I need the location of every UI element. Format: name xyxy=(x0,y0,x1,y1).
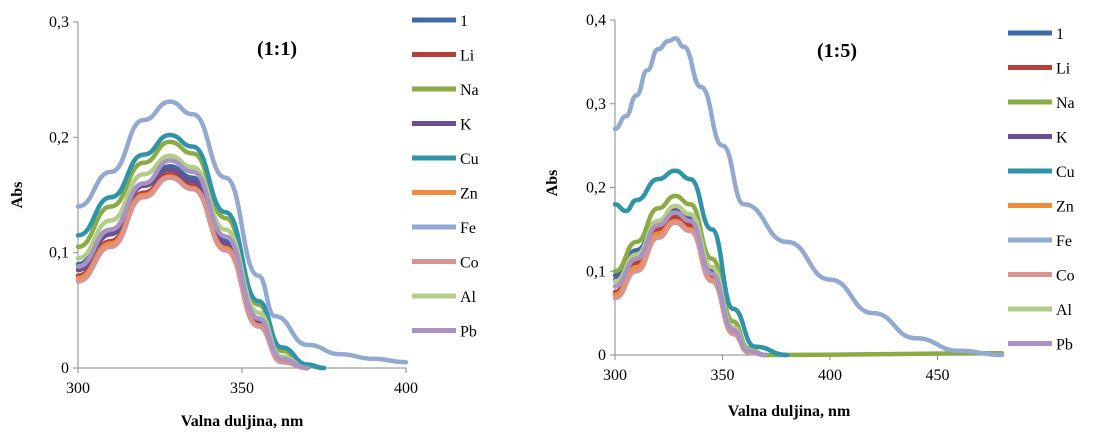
x-tick-label: 350 xyxy=(230,380,254,397)
series-line-fe xyxy=(75,99,409,365)
x-axis-title: Valna duljina, nm xyxy=(181,413,304,430)
chart-annotation: (1:1) xyxy=(257,38,297,60)
legend-label: Li xyxy=(1056,61,1071,78)
x-tick-label: 300 xyxy=(603,367,627,384)
tick-layer: 300 350 400 450 0 0,1 0,2 0,3 0,4 xyxy=(586,12,950,384)
legend-label: Al xyxy=(1056,302,1073,319)
x-tick-label: 450 xyxy=(926,367,950,384)
legend-label: Na xyxy=(1056,95,1075,112)
legend-label: Co xyxy=(1056,268,1075,285)
legend-label: 1 xyxy=(460,13,468,30)
series-line-fe xyxy=(612,36,1005,358)
y-tick-label: 0,3 xyxy=(49,14,69,31)
series-line-cu xyxy=(612,168,790,358)
series-line-pb xyxy=(612,210,768,358)
x-tick-label: 400 xyxy=(818,367,842,384)
legend-label: Zn xyxy=(460,186,478,203)
y-axis-title: Abs xyxy=(544,170,561,197)
x-tick-label: 300 xyxy=(66,380,90,397)
tick-layer: 300 350 400 0 0,1 0,2 0,3 xyxy=(49,14,418,397)
series-line-pb xyxy=(75,158,310,371)
legend-label: 1 xyxy=(1056,26,1064,43)
y-tick-label: 0 xyxy=(598,347,606,364)
chart-ratio-1-1: 300 350 400 0 0,1 0,2 0,3 (1:1) Valna duljina,… xyxy=(9,13,479,430)
chart-annotation: (1:5) xyxy=(817,40,857,62)
legend-label: Pb xyxy=(460,324,477,341)
y-tick-label: 0,2 xyxy=(49,129,69,146)
legend-label: Fe xyxy=(1056,233,1072,250)
series-layer xyxy=(612,36,1005,358)
series-line-cu xyxy=(75,132,327,371)
y-tick-label: 0,1 xyxy=(586,263,606,280)
legend: 1 Li Na K Cu Zn Fe Co Al Pb xyxy=(412,13,479,341)
y-tick-label: 0,4 xyxy=(586,12,606,29)
legend-label: Fe xyxy=(460,220,476,237)
legend-label: Cu xyxy=(460,151,479,168)
legend-label: Pb xyxy=(1056,337,1073,354)
legend-label: K xyxy=(1056,130,1068,147)
x-tick-label: 400 xyxy=(394,380,418,397)
legend-label: K xyxy=(460,117,472,134)
series-line-na xyxy=(612,193,1005,358)
y-tick-label: 0,2 xyxy=(586,180,606,197)
legend: 1 Li Na K Cu Zn Fe Co Al Pb xyxy=(1008,26,1075,354)
y-axis-title: Abs xyxy=(9,182,26,209)
y-tick-label: 0,3 xyxy=(586,96,606,113)
legend-label: Li xyxy=(460,48,475,65)
legend-label: Co xyxy=(460,255,479,272)
x-tick-label: 350 xyxy=(711,367,735,384)
legend-label: Cu xyxy=(1056,164,1075,181)
x-axis-title: Valna duljina, nm xyxy=(728,403,851,420)
y-tick-label: 0 xyxy=(61,360,69,377)
chart-ratio-1-5: 300 350 400 450 0 0,1 0,2 0,3 0,4 (1:5) Valna du… xyxy=(544,12,1075,420)
legend-label: Al xyxy=(460,289,477,306)
legend-label: Na xyxy=(460,82,479,99)
series-layer xyxy=(75,99,409,371)
legend-label: Zn xyxy=(1056,199,1074,216)
y-tick-label: 0,1 xyxy=(49,245,69,262)
